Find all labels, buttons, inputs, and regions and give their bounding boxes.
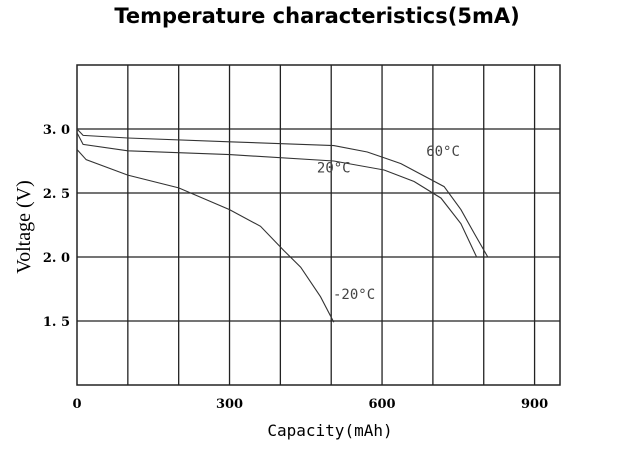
x-tick-label: 300 (216, 397, 243, 412)
x-tick-label: 600 (368, 397, 395, 412)
series-line-0 (76, 128, 489, 258)
series-label: -20°C (333, 287, 375, 303)
series-line-2 (76, 149, 335, 323)
y-tick-label: 3. 0 (43, 123, 70, 138)
y-axis-label: Voltage (V) (13, 180, 35, 274)
series-line-1 (76, 132, 478, 258)
x-axis-label: Capacity(mAh) (267, 421, 392, 440)
y-tick-label: 1. 5 (43, 315, 70, 330)
y-tick-label: 2. 0 (43, 251, 70, 266)
plot-frame (76, 64, 561, 386)
series-label: 60°C (426, 144, 460, 160)
series-label: 20°C (317, 161, 351, 177)
x-tick-label: 900 (521, 397, 548, 412)
x-tick-label: 0 (72, 397, 81, 412)
y-tick-label: 2. 5 (43, 187, 70, 202)
chart-title: Temperature characteristics(5mA) (114, 4, 520, 28)
